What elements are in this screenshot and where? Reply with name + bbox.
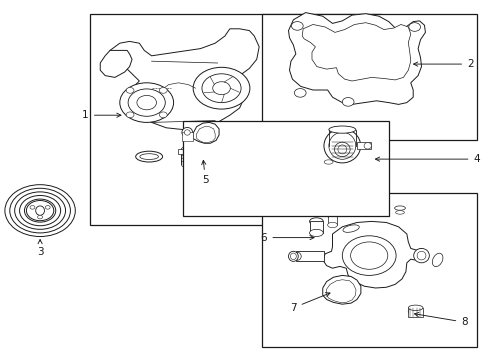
Ellipse shape	[288, 251, 298, 261]
Ellipse shape	[328, 126, 355, 133]
Ellipse shape	[342, 225, 359, 232]
Ellipse shape	[323, 129, 360, 163]
Text: 4: 4	[375, 154, 479, 164]
Circle shape	[294, 89, 305, 97]
Bar	[182, 132, 192, 141]
Bar	[261, 14, 476, 140]
Circle shape	[342, 236, 395, 275]
Circle shape	[38, 215, 42, 219]
Circle shape	[159, 112, 167, 118]
Bar	[261, 193, 476, 347]
Ellipse shape	[36, 206, 44, 215]
Polygon shape	[322, 275, 360, 304]
Ellipse shape	[378, 199, 387, 203]
Ellipse shape	[309, 229, 323, 237]
Text: 6: 6	[260, 233, 313, 243]
Ellipse shape	[395, 211, 404, 214]
Circle shape	[128, 89, 165, 116]
Polygon shape	[288, 13, 425, 104]
Bar	[183, 121, 388, 216]
Ellipse shape	[184, 130, 190, 135]
Polygon shape	[302, 23, 410, 81]
Bar	[356, 142, 370, 149]
Circle shape	[137, 95, 156, 110]
Bar	[90, 14, 381, 225]
Ellipse shape	[324, 160, 332, 164]
Bar	[327, 216, 337, 225]
Bar	[407, 308, 422, 317]
Text: 2: 2	[413, 59, 473, 69]
Circle shape	[126, 112, 134, 118]
Ellipse shape	[136, 151, 162, 162]
Polygon shape	[196, 127, 215, 143]
Polygon shape	[110, 29, 259, 130]
Bar	[178, 149, 188, 154]
Circle shape	[408, 23, 420, 31]
Text: 8: 8	[414, 312, 467, 327]
Ellipse shape	[293, 252, 301, 260]
Circle shape	[26, 201, 54, 221]
Ellipse shape	[407, 307, 422, 315]
Text: 7: 7	[289, 293, 329, 313]
Polygon shape	[193, 122, 219, 143]
Circle shape	[350, 242, 387, 269]
Ellipse shape	[407, 305, 422, 310]
Ellipse shape	[328, 132, 355, 159]
Ellipse shape	[337, 145, 346, 154]
Text: 3: 3	[37, 240, 43, 257]
Ellipse shape	[290, 253, 296, 260]
Circle shape	[342, 98, 353, 106]
Circle shape	[159, 87, 167, 93]
Circle shape	[193, 67, 249, 109]
Circle shape	[202, 74, 241, 103]
Ellipse shape	[334, 142, 349, 157]
Circle shape	[45, 206, 50, 209]
Ellipse shape	[327, 222, 337, 228]
Circle shape	[291, 22, 303, 30]
Ellipse shape	[140, 154, 158, 159]
Ellipse shape	[394, 206, 405, 210]
Bar	[378, 202, 387, 215]
Ellipse shape	[363, 143, 371, 149]
Bar	[309, 221, 323, 233]
Circle shape	[126, 87, 134, 93]
Circle shape	[30, 206, 35, 209]
Ellipse shape	[327, 213, 337, 219]
Ellipse shape	[309, 218, 323, 225]
Polygon shape	[100, 50, 132, 77]
Circle shape	[5, 185, 75, 237]
Circle shape	[120, 83, 173, 122]
Polygon shape	[326, 280, 355, 302]
Circle shape	[212, 82, 230, 95]
Text: 5: 5	[201, 160, 208, 185]
Ellipse shape	[413, 248, 428, 263]
Text: 1: 1	[82, 110, 121, 120]
Polygon shape	[322, 221, 424, 288]
Bar	[295, 251, 324, 261]
Ellipse shape	[416, 251, 425, 260]
Ellipse shape	[182, 127, 192, 138]
